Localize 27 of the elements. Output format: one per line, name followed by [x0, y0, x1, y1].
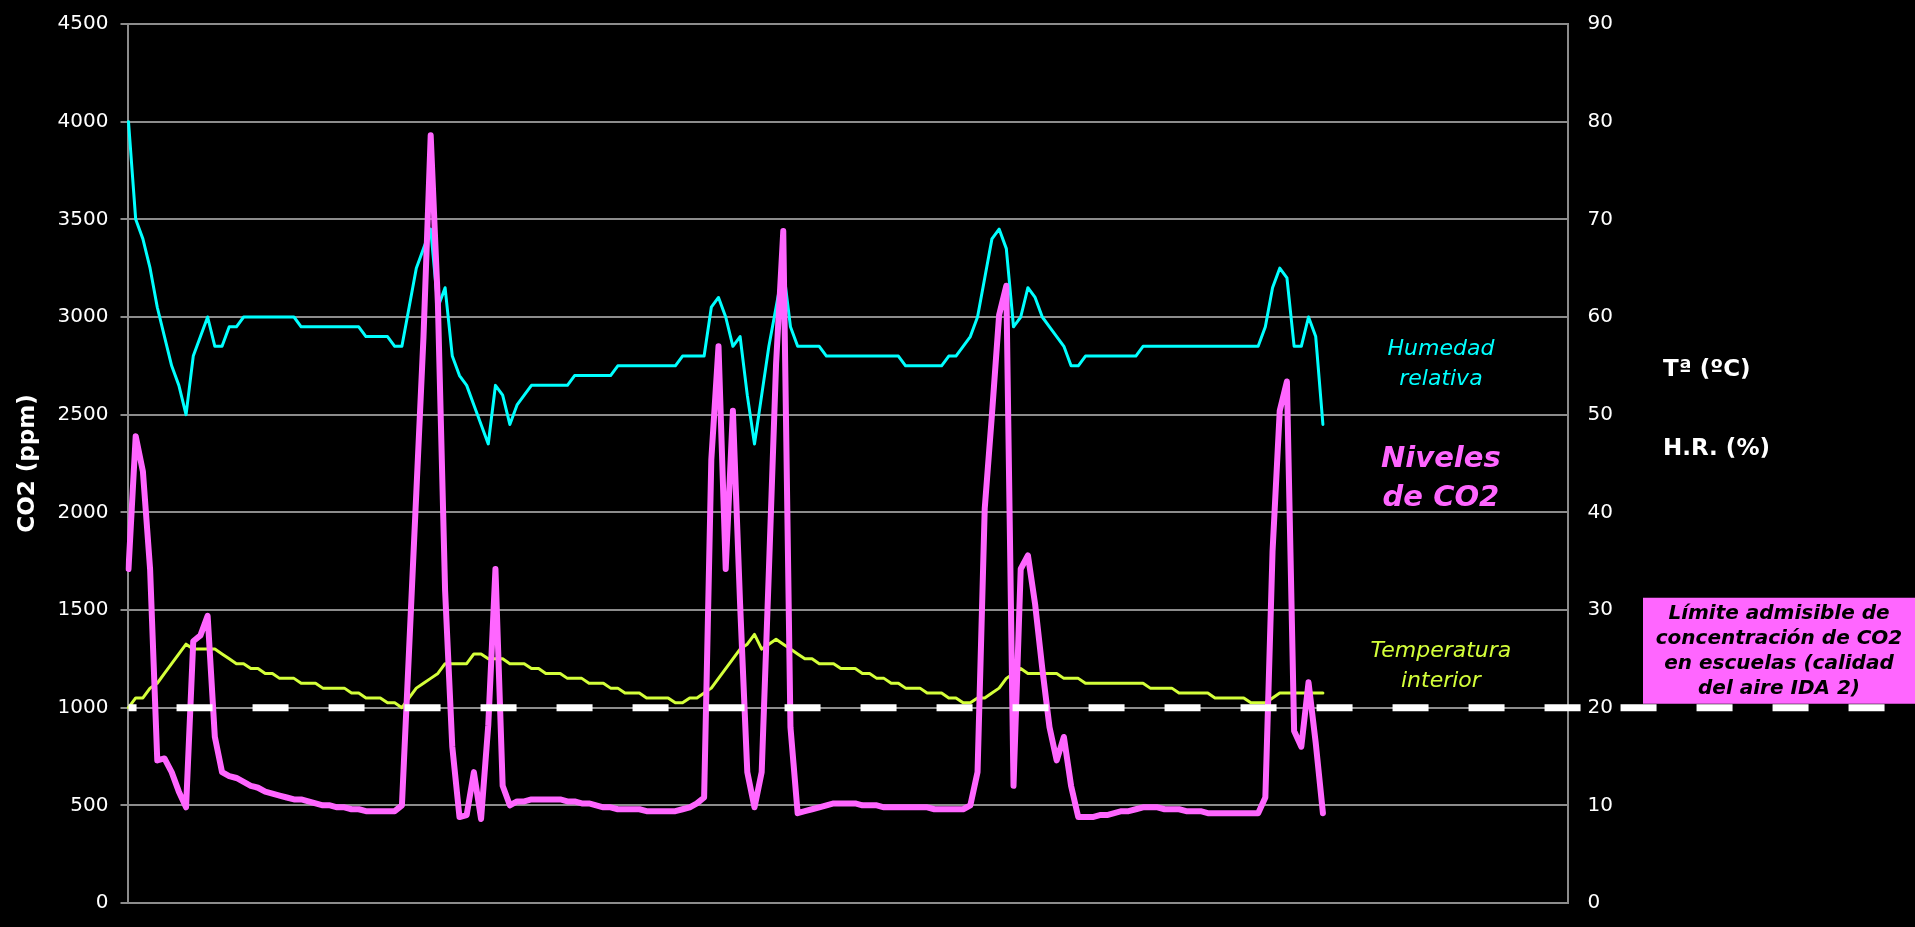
- y-tick-label: 1000: [57, 693, 109, 718]
- y2-tick-label: 80: [1587, 107, 1613, 132]
- y2-tick-label: 10: [1587, 791, 1613, 816]
- y2-tick-label: 30: [1587, 596, 1613, 621]
- text: Niveles de CO2: [1381, 439, 1501, 514]
- y2-tick-label: 70: [1587, 205, 1613, 230]
- y-tick-label: 500: [70, 791, 109, 816]
- y-tick-label: 3500: [57, 205, 109, 230]
- y-tick-label: 4000: [57, 107, 109, 132]
- y-tick-label: 3000: [57, 303, 109, 328]
- y-tick-label: 2500: [57, 400, 109, 425]
- y2-tick-label: 40: [1587, 498, 1613, 523]
- y2-tick-label: 60: [1587, 303, 1613, 328]
- ref-line-label: Límite admisible de concentración de CO2 en escuelas (calidad del aire IDA 2): [1655, 600, 1903, 700]
- y-tick-label: 4500: [57, 10, 109, 35]
- y-tick-label: 0: [95, 889, 109, 914]
- y2-tick-label: 0: [1587, 889, 1601, 914]
- text: H.R. (%): [1663, 433, 1770, 460]
- y2-tick-label: 50: [1587, 400, 1613, 425]
- text: Temperatura interior: [1370, 636, 1512, 692]
- text: Humedad relativa: [1387, 334, 1496, 390]
- y-axis-title: CO2 (ppm): [12, 394, 39, 533]
- y2-tick-label: 90: [1587, 10, 1613, 35]
- y-tick-label: 2000: [57, 498, 109, 523]
- y2-axis-title: Tª (ºC): [1663, 354, 1751, 381]
- y2-tick-label: 20: [1587, 693, 1613, 718]
- y-tick-label: 1500: [57, 596, 109, 621]
